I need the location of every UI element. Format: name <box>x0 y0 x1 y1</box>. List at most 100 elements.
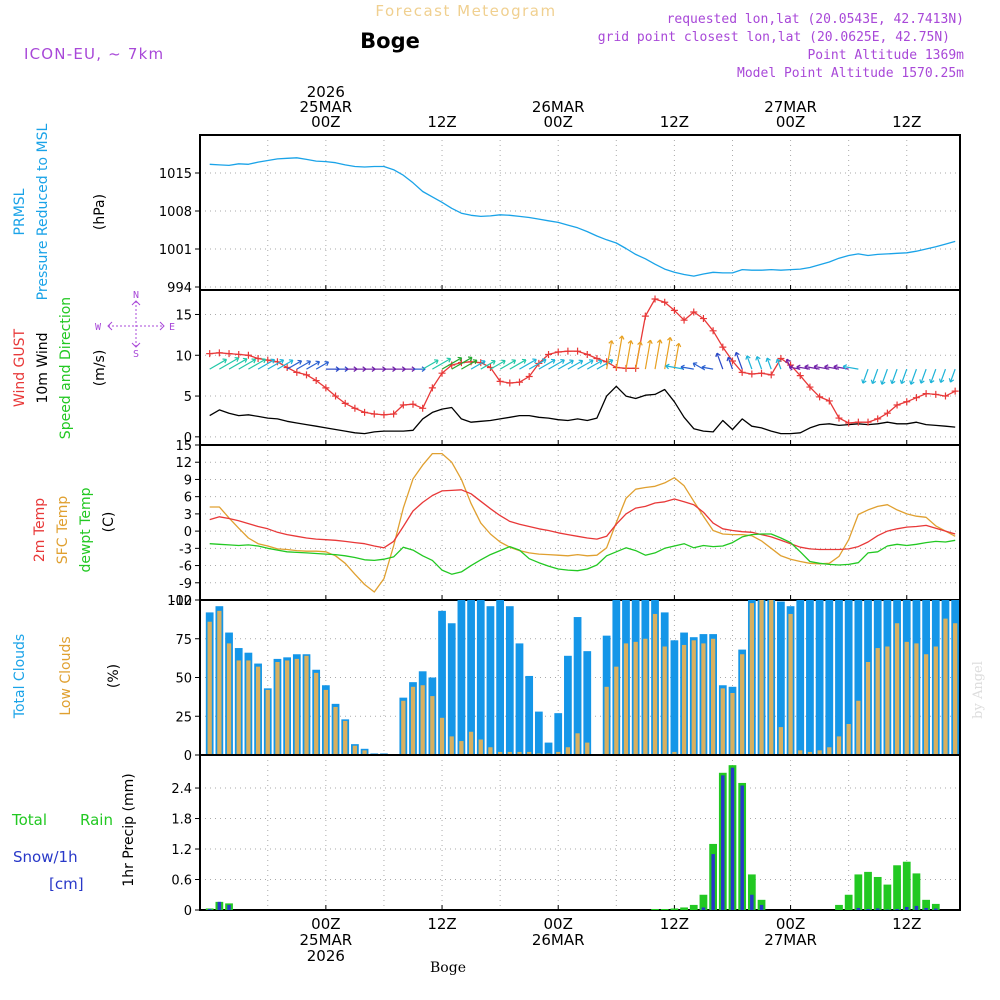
gust-marker <box>738 368 746 376</box>
wind-arrow-head <box>588 359 594 365</box>
cloud-panel-labels: Total Clouds Low Clouds (%) by Angel <box>12 634 986 719</box>
wind-arrow <box>635 341 643 370</box>
wind-arrow-shaft <box>538 359 556 370</box>
wind-arrow-shaft <box>910 368 917 385</box>
gust-marker <box>322 384 330 392</box>
wind-arrow-shaft <box>625 340 632 370</box>
low-cloud-bar <box>497 751 503 755</box>
wind-arrow-head <box>667 336 673 342</box>
wind-arrow-head <box>618 335 625 340</box>
wind-arrow-head <box>745 355 751 360</box>
gust-marker <box>525 372 533 380</box>
clouds-tick-label: 50 <box>175 672 192 687</box>
top-axis-label: 26MAR <box>532 98 585 116</box>
rain-bar <box>680 907 688 910</box>
compass-east: E <box>169 322 175 333</box>
snow-bar <box>759 904 764 910</box>
wind-arrow-shaft <box>606 340 613 370</box>
wind-arrow <box>257 358 276 370</box>
rain-bar <box>699 894 708 910</box>
wind-arrow-shaft <box>499 359 516 370</box>
low-cloud-bar <box>575 733 580 755</box>
wind-tick-label: 10 <box>175 349 192 364</box>
wind-tick-label: 15 <box>175 308 192 323</box>
wind-arrow-shaft <box>490 360 506 370</box>
snow-bar <box>895 908 899 910</box>
wind-arrow-head <box>569 359 574 365</box>
wind-arrow <box>577 359 594 370</box>
low-cloud-bar <box>740 654 745 755</box>
total-cloud-bar <box>457 600 466 755</box>
wind-arrow <box>548 359 565 370</box>
wind-arrow <box>701 364 714 371</box>
gust-marker <box>690 308 698 316</box>
wind-arrow <box>606 340 614 370</box>
temp-dewpt-label: dewpt Temp <box>78 487 94 572</box>
low-cloud-bar <box>343 720 348 755</box>
wind-arrow-head <box>472 359 478 365</box>
wind-arrow-shaft <box>615 335 623 370</box>
total-cloud-bar <box>564 655 572 755</box>
bottom-axis-label: 27MAR <box>764 931 817 949</box>
wind-arrow-head <box>842 364 848 370</box>
total-cloud-bar <box>815 600 824 755</box>
temp-2m-label: 2m Temp <box>32 498 48 562</box>
wind-arrow-head <box>656 339 663 344</box>
wind-arrow-head <box>597 359 603 365</box>
gust-marker <box>399 401 407 409</box>
wind-arrow <box>519 358 537 370</box>
low-cloud-bar <box>633 641 638 755</box>
snow-bar <box>905 906 909 910</box>
top-axis-label: 00Z <box>776 113 805 131</box>
low-cloud-bar <box>856 700 861 755</box>
low-cloud-bar <box>430 696 435 755</box>
wind-arrow-head <box>788 364 794 371</box>
bottom-axis-label: 12Z <box>660 915 689 933</box>
temp-tick-label: 6 <box>184 491 192 506</box>
total-cloud-bar <box>438 610 446 755</box>
wind-arrow-shaft <box>548 359 565 370</box>
rain-bar <box>670 908 679 910</box>
low-cloud-bar <box>439 717 445 755</box>
wind-arrow-head <box>608 359 614 364</box>
wind-arrow-head <box>919 379 925 384</box>
footer-location: Boge <box>430 960 466 976</box>
low-cloud-bar <box>923 654 929 755</box>
wind-arrow <box>842 364 859 370</box>
total-cloud-bar <box>525 675 534 755</box>
model-point-altitude: Model Point Altitude 1570.25m <box>737 66 964 81</box>
total-cloud-bar <box>583 651 592 755</box>
requested-coords: requested lon,lat (20.0543E, 42.7413N) <box>667 12 964 27</box>
snow-bar <box>207 908 212 910</box>
total-cloud-bar <box>496 600 504 755</box>
gust-marker <box>302 371 310 379</box>
wind-arrow-shaft <box>940 368 947 383</box>
gust-marker <box>651 295 659 303</box>
rain-bar <box>883 884 892 910</box>
total-cloud-bar <box>554 713 563 755</box>
wind-arrow <box>870 368 879 385</box>
wind-arrow-shaft <box>871 368 879 384</box>
snow-bar <box>217 901 222 910</box>
gust-marker <box>545 350 553 358</box>
wind-arrow-head <box>234 357 240 362</box>
wind-arrow-head <box>715 352 721 358</box>
wind-arrow <box>615 335 625 370</box>
wind-arrow <box>919 368 927 384</box>
wind-arrow <box>804 364 820 370</box>
wind-arrow-shaft <box>470 360 486 370</box>
wind-arrow-shaft <box>920 368 927 384</box>
temp-panel: -12 -9 -6 -3 0 3 6 9 12 15 <box>171 439 961 609</box>
wind-arrow-head <box>647 339 653 345</box>
wind-arrow-head <box>297 359 303 365</box>
snow-bar <box>730 767 735 910</box>
wind-arrow-head <box>726 356 732 362</box>
bottom-axis-label: 26MAR <box>532 931 585 949</box>
wind-arrow <box>765 357 772 370</box>
low-cloud-bar <box>527 751 532 755</box>
total-cloud-bar <box>447 623 456 755</box>
wind-arrow-shaft <box>422 359 439 370</box>
compass-north: N <box>133 290 139 301</box>
wind-arrow-shaft <box>746 355 753 370</box>
low-cloud-bar <box>478 739 483 755</box>
